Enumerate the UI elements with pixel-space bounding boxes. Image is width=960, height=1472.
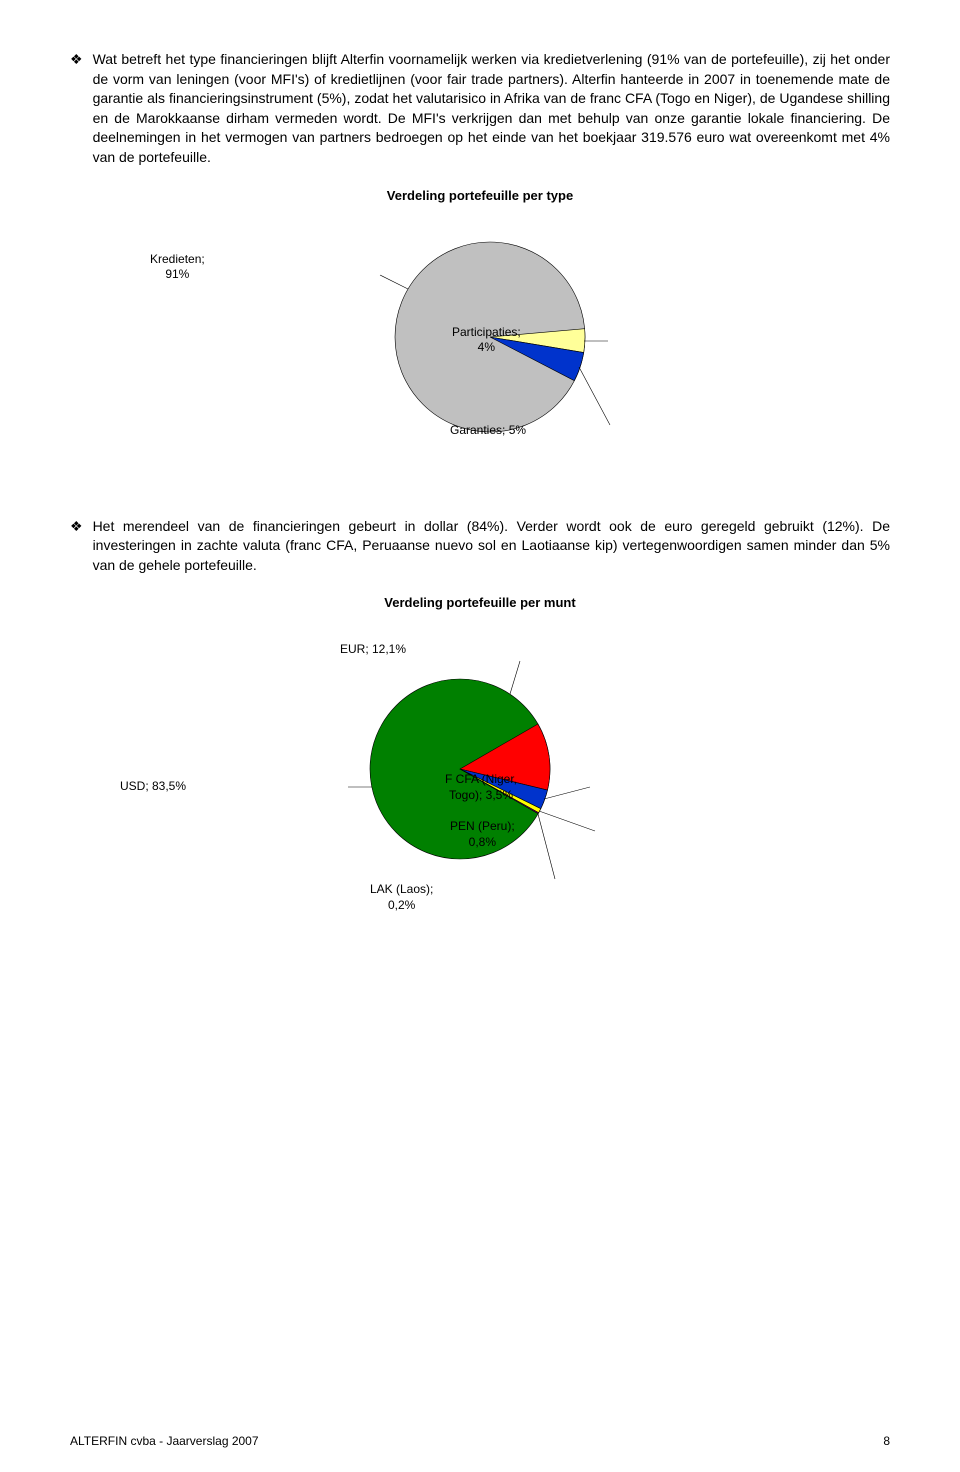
bullet-icon-2: ❖ [70,517,83,576]
page-footer: ALTERFIN cvba - Jaarverslag 2007 8 [70,1434,890,1448]
c1-lbl-part-l2: 4% [478,340,495,354]
c2-lbl-pen-l1: PEN (Peru); [450,819,515,833]
c1-lbl-kred-l2: 91% [165,267,189,281]
c2-lbl-lak-l1: LAK (Laos); [370,882,433,896]
c2-lbl-pen-l2: 0,8% [469,835,496,849]
paragraph-2: ❖ Het merendeel van de financieringen ge… [70,517,890,576]
c2-lead-fcfa [544,787,590,799]
paragraph-1: ❖ Wat betreft het type financieringen bl… [70,50,890,168]
c2-lead-lak [538,814,555,879]
chart1-label-garanties: Garanties; 5% [450,423,526,439]
chart2-label-fcfa: F CFA (Niger, Togo); 3,5% [445,772,517,803]
chart2-final [220,624,740,914]
c1-lead-gar [579,367,610,425]
chart1-container: .chart-container svg[data-name="chart1-s… [70,217,890,477]
chart2-label-pen: PEN (Peru); 0,8% [450,819,515,850]
bullet-icon: ❖ [70,50,83,168]
chart1-label-participaties: Participaties; 4% [452,325,521,356]
chart2-label-usd: USD; 83,5% [120,779,186,795]
footer-left: ALTERFIN cvba - Jaarverslag 2007 [70,1434,259,1448]
c2-lbl-fcfa-l2: Togo); 3,5% [449,788,513,802]
chart1-label-kredieten: Kredieten; 91% [150,252,205,283]
footer-right: 8 [883,1434,890,1448]
c2-lead-pen [539,811,595,831]
chart2-label-lak: LAK (Laos); 0,2% [370,882,433,913]
paragraph-2-text: Het merendeel van de financieringen gebe… [93,517,890,576]
paragraph-1-text: Wat betreft het type financieringen blij… [93,50,890,168]
c2-lbl-fcfa-l1: F CFA (Niger, [445,772,517,786]
chart2-container: .chart-container svg[data-name="chart2-s… [70,624,890,914]
c2-lbl-lak-l2: 0,2% [388,898,415,912]
c1-lead-kred [380,275,408,289]
c2-lead-eur [510,661,520,694]
chart2-title: Verdeling portefeuille per munt [70,595,890,610]
chart2-label-eur: EUR; 12,1% [340,642,406,658]
chart1-title: Verdeling portefeuille per type [70,188,890,203]
c1-lbl-part-l1: Participaties; [452,325,521,339]
c1-lbl-kred-l1: Kredieten; [150,252,205,266]
